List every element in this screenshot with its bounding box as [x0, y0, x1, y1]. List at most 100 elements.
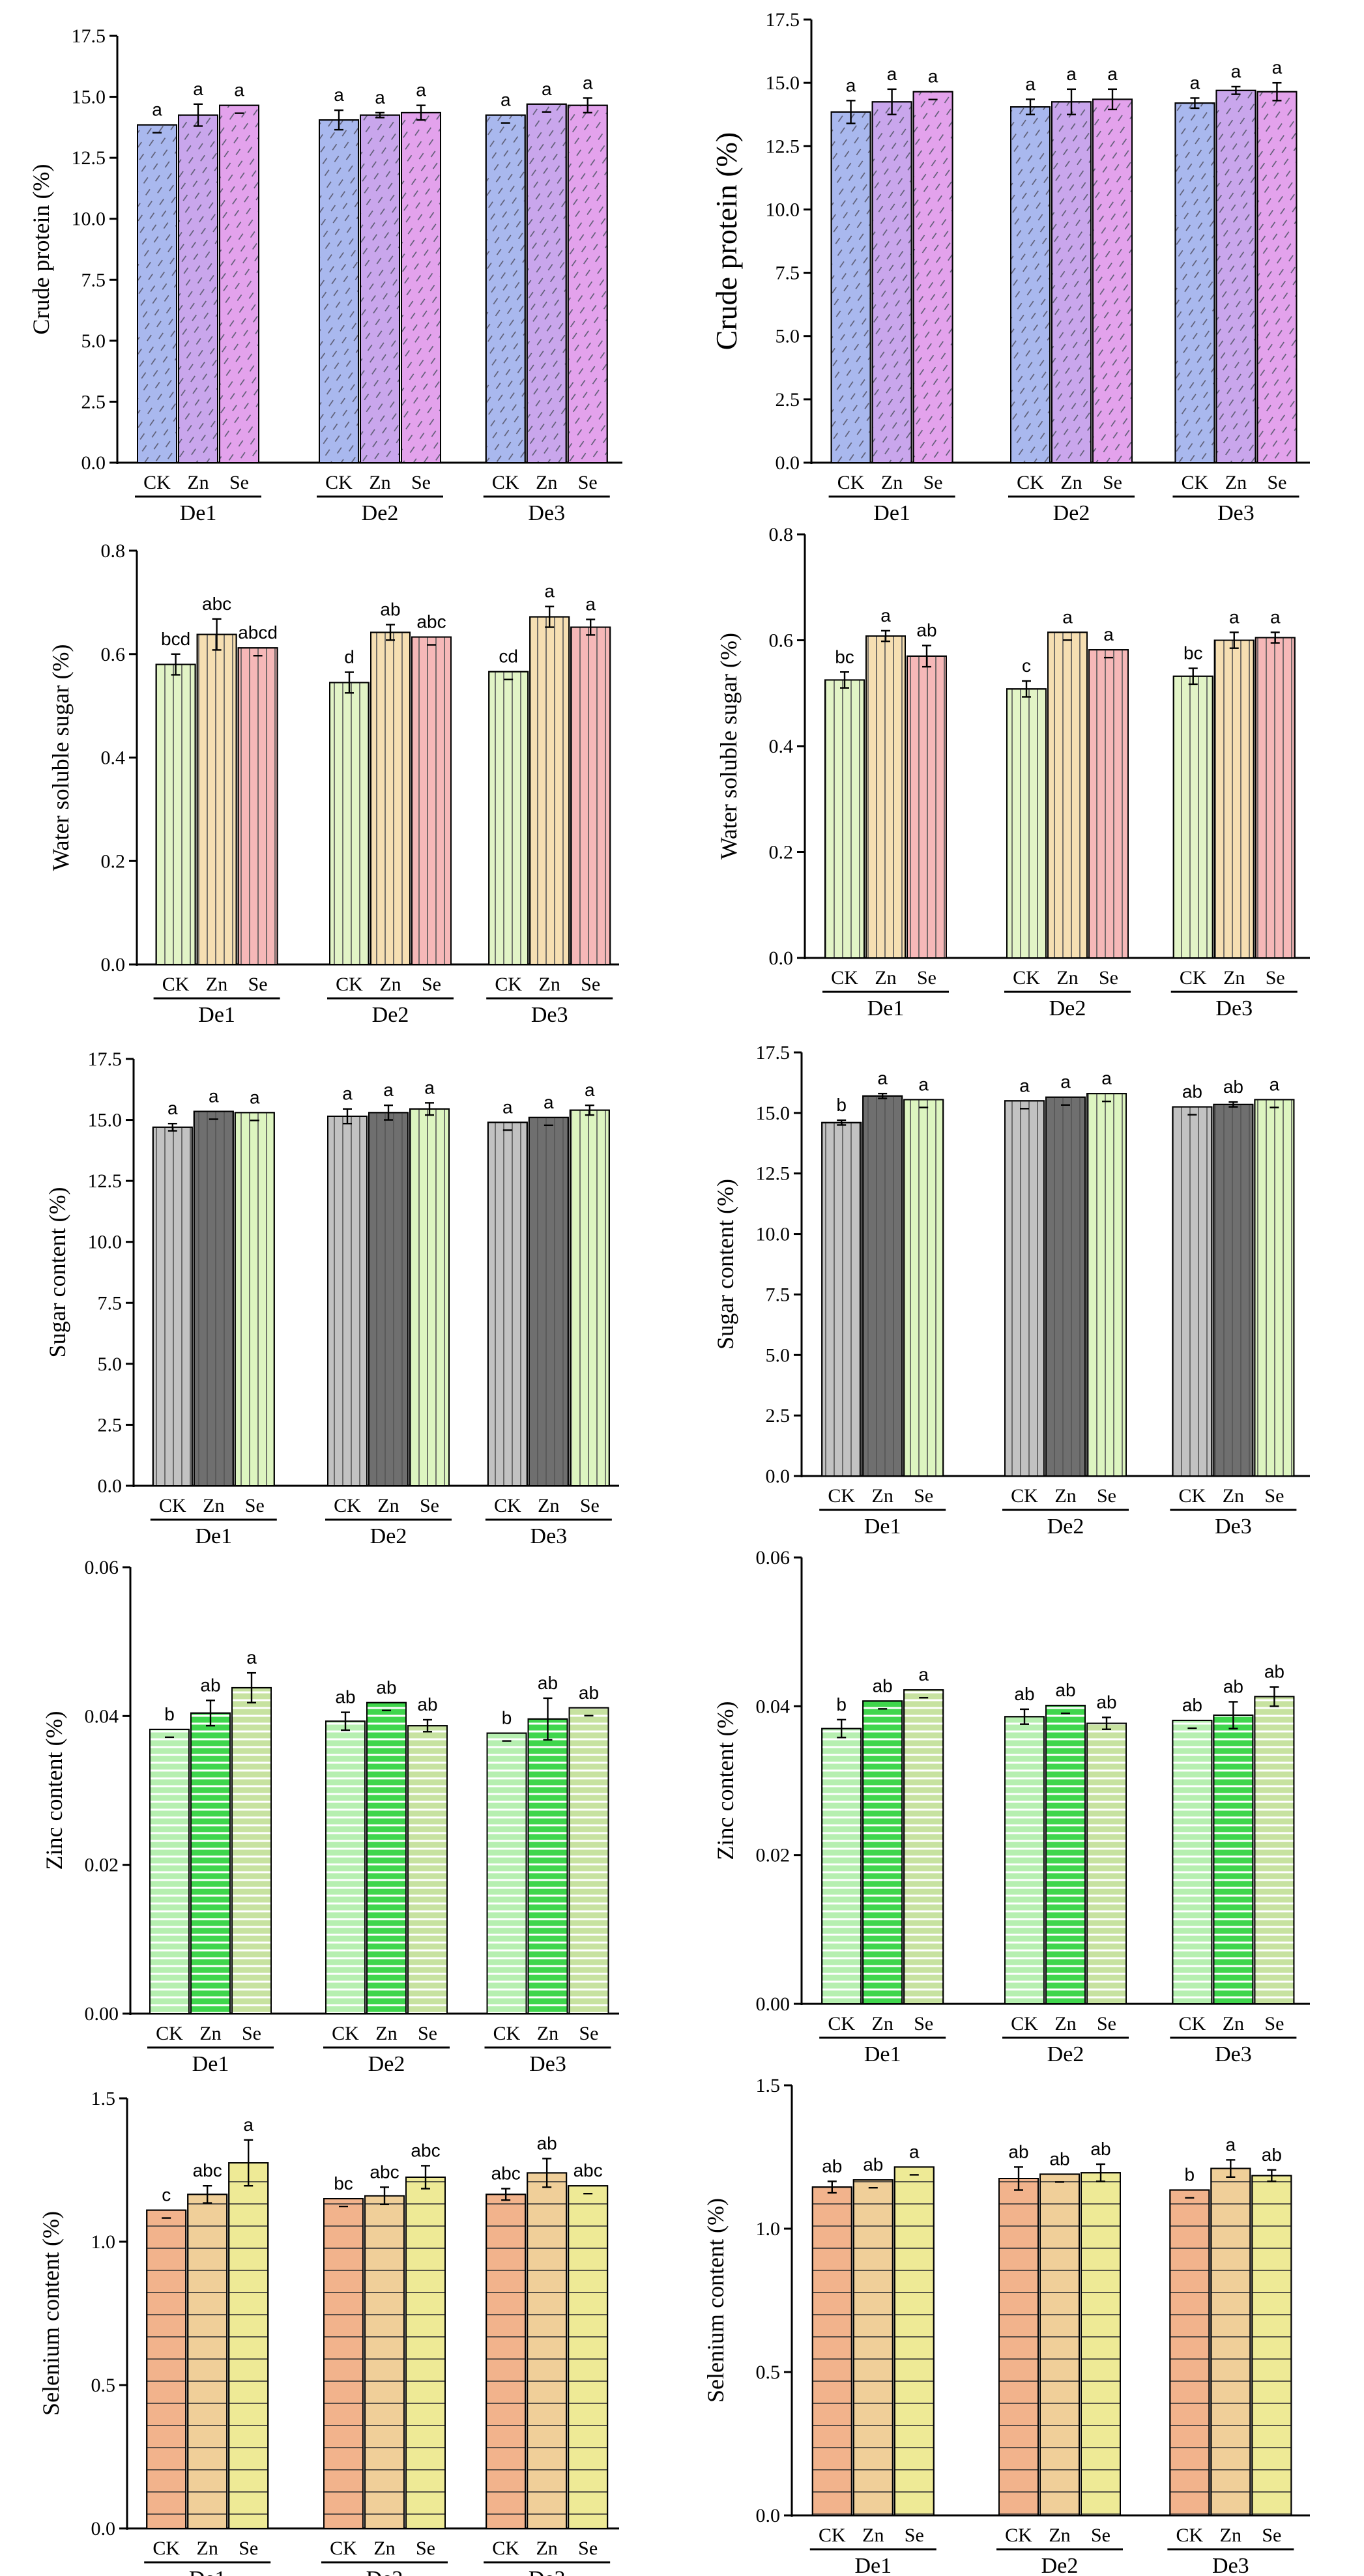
bar-pattern: [569, 1109, 610, 1486]
x-category-label: Se: [1097, 1485, 1116, 1507]
chart-panel-sugar_right: 0.0 2.5 5.0 7.5 10.0 12.5 15.0 17.5 Sugar conten…: [712, 1042, 1310, 1539]
x-category-label: Se: [1103, 472, 1122, 493]
y-tick-label: 0.8: [769, 524, 794, 545]
x-category-label: Se: [229, 472, 249, 493]
significance-letter: a: [585, 594, 596, 615]
x-category-label: Zn: [872, 2013, 893, 2034]
bar-pattern: [370, 631, 411, 965]
x-category-label: CK: [492, 2538, 519, 2559]
y-tick-label: 17.5: [766, 9, 800, 31]
y-tick-label: 12.5: [766, 136, 800, 157]
significance-letter: a: [250, 1087, 260, 1107]
group-label: De3: [1212, 2554, 1249, 2576]
significance-letter: ab: [1090, 2139, 1110, 2159]
x-category-label: Se: [917, 967, 936, 989]
bar-pattern: [146, 2209, 187, 2530]
y-axis-title: Crude protein (%): [710, 132, 743, 351]
y-tick-label: 12.5: [88, 1170, 123, 1192]
y-tick-label: 17.5: [88, 1049, 123, 1070]
significance-letter: a: [585, 1080, 595, 1100]
x-category-label: CK: [1005, 2525, 1032, 2546]
x-category-label: Zn: [539, 974, 560, 995]
bar-pattern: [1010, 106, 1051, 464]
group-label: De2: [368, 2052, 405, 2076]
significance-letter: b: [1185, 2165, 1195, 2185]
bar-pattern: [1004, 1716, 1045, 2004]
y-tick-label: 0.0: [776, 452, 800, 474]
bar-pattern: [1086, 1093, 1127, 1477]
bar-pattern: [155, 663, 196, 965]
x-category-label: Zn: [1054, 2013, 1076, 2034]
significance-letter: a: [342, 1084, 353, 1104]
bar-pattern: [1254, 1696, 1295, 2005]
significance-letter: ab: [1223, 1077, 1243, 1097]
x-category-label: Zn: [199, 2023, 221, 2044]
significance-letter: c: [162, 2185, 171, 2205]
significance-letter: a: [1066, 64, 1077, 84]
x-category-label: Se: [905, 2525, 924, 2546]
y-tick-label: 0.06: [756, 1547, 791, 1569]
x-category-label: CK: [494, 1495, 521, 1516]
significance-letter: b: [164, 1704, 175, 1724]
x-category-label: CK: [1011, 1485, 1038, 1507]
significance-letter: ab: [1262, 2145, 1282, 2165]
significance-letter: bc: [334, 2173, 353, 2193]
significance-letter: ab: [537, 2133, 557, 2153]
x-category-label: CK: [1179, 1485, 1206, 1507]
significance-letter: bc: [1183, 643, 1203, 663]
bar-pattern: [1213, 1715, 1254, 2005]
x-category-label: CK: [334, 1495, 361, 1516]
x-category-label: Zn: [375, 2023, 397, 2044]
x-category-label: Se: [578, 472, 598, 493]
x-category-label: CK: [1182, 472, 1209, 493]
bar-pattern: [409, 1108, 450, 1486]
significance-letter: a: [1270, 607, 1281, 627]
y-axis-title: Selenium content (%): [703, 2198, 729, 2403]
bar-pattern: [862, 1095, 903, 1477]
bar-pattern: [1213, 1103, 1254, 1477]
y-tick-label: 12.5: [756, 1163, 791, 1185]
bar-pattern: [152, 1126, 193, 1487]
bar-pattern: [821, 1728, 862, 2004]
y-tick-label: 2.5: [776, 389, 800, 411]
group-label: De1: [198, 1003, 235, 1027]
significance-letter: ab: [417, 1694, 437, 1715]
group-label: De3: [1215, 996, 1253, 1020]
bar-pattern: [178, 114, 218, 463]
x-category-label: CK: [492, 472, 519, 493]
significance-letter: a: [1107, 64, 1118, 84]
x-category-label: Zn: [536, 2538, 557, 2559]
group-label: De3: [1215, 2042, 1252, 2066]
bar-pattern: [187, 2193, 228, 2529]
y-tick-label: 0.02: [85, 1855, 119, 1876]
y-tick-label: 0.0: [769, 948, 794, 969]
bar-pattern: [329, 682, 370, 965]
y-tick-label: 15.0: [72, 87, 106, 108]
group-label: De3: [1215, 1514, 1252, 1539]
significance-letter: ab: [376, 1677, 396, 1698]
significance-letter: ab: [1223, 1676, 1243, 1696]
significance-letter: ab: [200, 1675, 220, 1695]
y-tick-label: 7.5: [98, 1292, 123, 1314]
significance-letter: ab: [335, 1687, 355, 1707]
significance-letter: a: [1062, 607, 1073, 627]
y-tick-label: 0.0: [81, 452, 106, 474]
significance-letter: a: [1270, 1074, 1280, 1094]
y-tick-label: 0.5: [91, 2375, 116, 2396]
significance-letter: a: [1025, 74, 1036, 94]
y-tick-label: 2.5: [81, 391, 106, 412]
group-label: De2: [1053, 501, 1090, 525]
y-tick-label: 15.0: [88, 1110, 123, 1131]
bar-pattern: [1255, 637, 1296, 959]
bar-pattern: [327, 1115, 368, 1486]
y-tick-label: 1.0: [91, 2231, 116, 2253]
x-category-label: Zn: [369, 472, 390, 493]
y-tick-label: 1.5: [91, 2088, 116, 2109]
significance-letter: ab: [1096, 1692, 1116, 1712]
x-category-label: Zn: [537, 2023, 559, 2044]
significance-letter: ab: [1049, 2149, 1069, 2169]
bar-pattern: [325, 1720, 366, 2014]
significance-letter: a: [846, 75, 856, 95]
bar-pattern: [1210, 2167, 1251, 2517]
